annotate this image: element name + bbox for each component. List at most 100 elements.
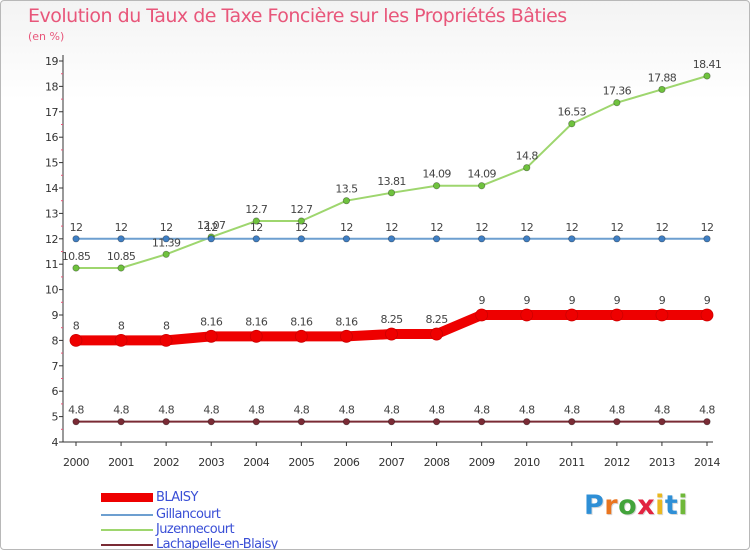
data-label-gillancourt: 12 xyxy=(160,221,173,234)
data-label-lachapelle-en-blaisy: 4.8 xyxy=(474,404,490,417)
y-tick-label: 13 xyxy=(45,207,58,220)
x-tick-label: 2005 xyxy=(288,456,314,469)
data-point-lachapelle-en-blaisy xyxy=(297,418,305,426)
data-label-juzennecourt: 17.36 xyxy=(603,85,632,98)
y-tick-label: 12 xyxy=(45,233,58,246)
data-point-lachapelle-en-blaisy xyxy=(117,418,125,426)
data-label-juzennecourt: 17.88 xyxy=(648,71,677,84)
data-label-lachapelle-en-blaisy: 4.8 xyxy=(564,404,580,417)
data-point-lachapelle-en-blaisy xyxy=(72,418,80,426)
data-point-lachapelle-en-blaisy xyxy=(613,418,621,426)
data-label-gillancourt: 12 xyxy=(340,221,353,234)
x-tick-label: 2001 xyxy=(108,456,134,469)
data-label-blaisy: 9 xyxy=(569,294,576,307)
data-label-juzennecourt: 13.5 xyxy=(335,183,358,196)
data-point-lachapelle-en-blaisy xyxy=(387,418,396,426)
x-tick-label: 2002 xyxy=(153,456,179,469)
data-label-blaisy: 9 xyxy=(659,294,666,307)
data-label-blaisy: 9 xyxy=(524,294,531,307)
data-point-gillancourt xyxy=(613,235,621,243)
x-tick-label: 2007 xyxy=(379,456,405,469)
series-juzennecourt xyxy=(72,72,711,272)
data-label-lachapelle-en-blaisy: 4.8 xyxy=(429,404,445,417)
data-point-blaisy xyxy=(700,308,714,322)
data-label-gillancourt: 12 xyxy=(475,221,488,234)
data-label-lachapelle-en-blaisy: 4.8 xyxy=(158,404,174,417)
data-point-gillancourt xyxy=(703,235,711,243)
data-label-blaisy: 8.16 xyxy=(245,315,268,328)
chart-series xyxy=(69,72,714,426)
data-label-blaisy: 8 xyxy=(118,319,125,332)
logo-letter: x xyxy=(637,490,656,521)
data-label-blaisy: 9 xyxy=(614,294,621,307)
legend-label: Lachapelle-en-Blaisy xyxy=(156,537,278,550)
data-label-lachapelle-en-blaisy: 4.8 xyxy=(113,404,129,417)
data-point-gillancourt xyxy=(523,235,531,243)
data-point-lachapelle-en-blaisy xyxy=(478,418,486,426)
data-label-blaisy: 9 xyxy=(478,294,485,307)
data-point-gillancourt xyxy=(117,235,125,243)
data-point-juzennecourt xyxy=(432,182,441,190)
data-label-lachapelle-en-blaisy: 4.8 xyxy=(654,404,670,417)
data-point-lachapelle-en-blaisy xyxy=(162,418,170,426)
data-label-juzennecourt: 12.07 xyxy=(197,219,226,232)
data-label-gillancourt: 12 xyxy=(250,221,263,234)
y-tick-label: 5 xyxy=(52,411,59,424)
data-point-lachapelle-en-blaisy xyxy=(342,418,351,426)
legend-label: Juzennecourt xyxy=(156,522,235,537)
y-tick-label: 10 xyxy=(45,284,58,297)
data-point-blaisy xyxy=(69,333,83,347)
data-label-gillancourt: 12 xyxy=(701,221,714,234)
data-point-blaisy xyxy=(385,327,398,341)
x-tick-label: 2013 xyxy=(649,456,675,469)
data-label-gillancourt: 12 xyxy=(70,221,83,234)
data-point-blaisy xyxy=(159,333,173,347)
data-label-gillancourt: 12 xyxy=(565,221,578,234)
data-point-juzennecourt xyxy=(658,85,666,94)
y-tick-label: 14 xyxy=(45,182,58,195)
y-tick-label: 19 xyxy=(45,55,58,68)
data-point-juzennecourt xyxy=(297,217,305,225)
y-tick-label: 17 xyxy=(45,106,58,119)
data-point-lachapelle-en-blaisy xyxy=(703,418,711,426)
logo-letter: t xyxy=(664,490,679,521)
data-point-juzennecourt xyxy=(387,189,396,197)
data-label-blaisy: 8 xyxy=(163,319,170,332)
data-point-juzennecourt xyxy=(613,99,621,107)
data-label-juzennecourt: 12.7 xyxy=(290,203,313,216)
data-point-blaisy xyxy=(114,333,128,347)
y-tick-label: 11 xyxy=(45,258,58,271)
data-label-juzennecourt: 14.09 xyxy=(422,168,451,181)
data-label-blaisy: 8.25 xyxy=(426,313,449,326)
legend-swatch xyxy=(101,529,153,531)
chart-data-labels: 4.8 4.8 4.8 4.8 4.8 4.8 4.8 4.8 4.8 4.8 4.8 4.8 4.8 4… xyxy=(62,58,722,417)
data-point-blaisy xyxy=(204,329,218,343)
chart-title: Evolution du Taux de Taxe Foncière sur l… xyxy=(28,5,567,27)
y-tick-label: 9 xyxy=(52,309,59,322)
y-tick-label: 16 xyxy=(45,131,58,144)
series-lachapelle-en-blaisy xyxy=(72,418,711,426)
data-point-gillancourt xyxy=(207,235,215,243)
data-point-blaisy xyxy=(655,308,669,322)
logo-letter: P xyxy=(584,490,605,521)
y-tick-label: 18 xyxy=(45,80,58,93)
data-point-blaisy xyxy=(610,308,624,322)
data-label-lachapelle-en-blaisy: 4.8 xyxy=(248,404,264,417)
data-point-gillancourt xyxy=(658,235,666,243)
data-label-blaisy: 8 xyxy=(73,319,80,332)
x-tick-label: 2006 xyxy=(333,456,359,469)
data-point-lachapelle-en-blaisy xyxy=(207,418,215,426)
legend-swatch xyxy=(101,493,153,502)
x-tick-label: 2011 xyxy=(559,456,585,469)
data-label-lachapelle-en-blaisy: 4.8 xyxy=(68,404,84,417)
data-label-blaisy: 8.16 xyxy=(200,315,223,328)
x-tick-label: 2004 xyxy=(243,456,269,469)
data-point-juzennecourt xyxy=(342,197,351,205)
data-point-juzennecourt xyxy=(703,72,711,80)
x-tick-label: 2009 xyxy=(469,456,495,469)
proxiti-logo: Proxiti xyxy=(584,490,688,521)
legend-swatch xyxy=(101,544,153,546)
logo-letter: r xyxy=(604,490,619,521)
